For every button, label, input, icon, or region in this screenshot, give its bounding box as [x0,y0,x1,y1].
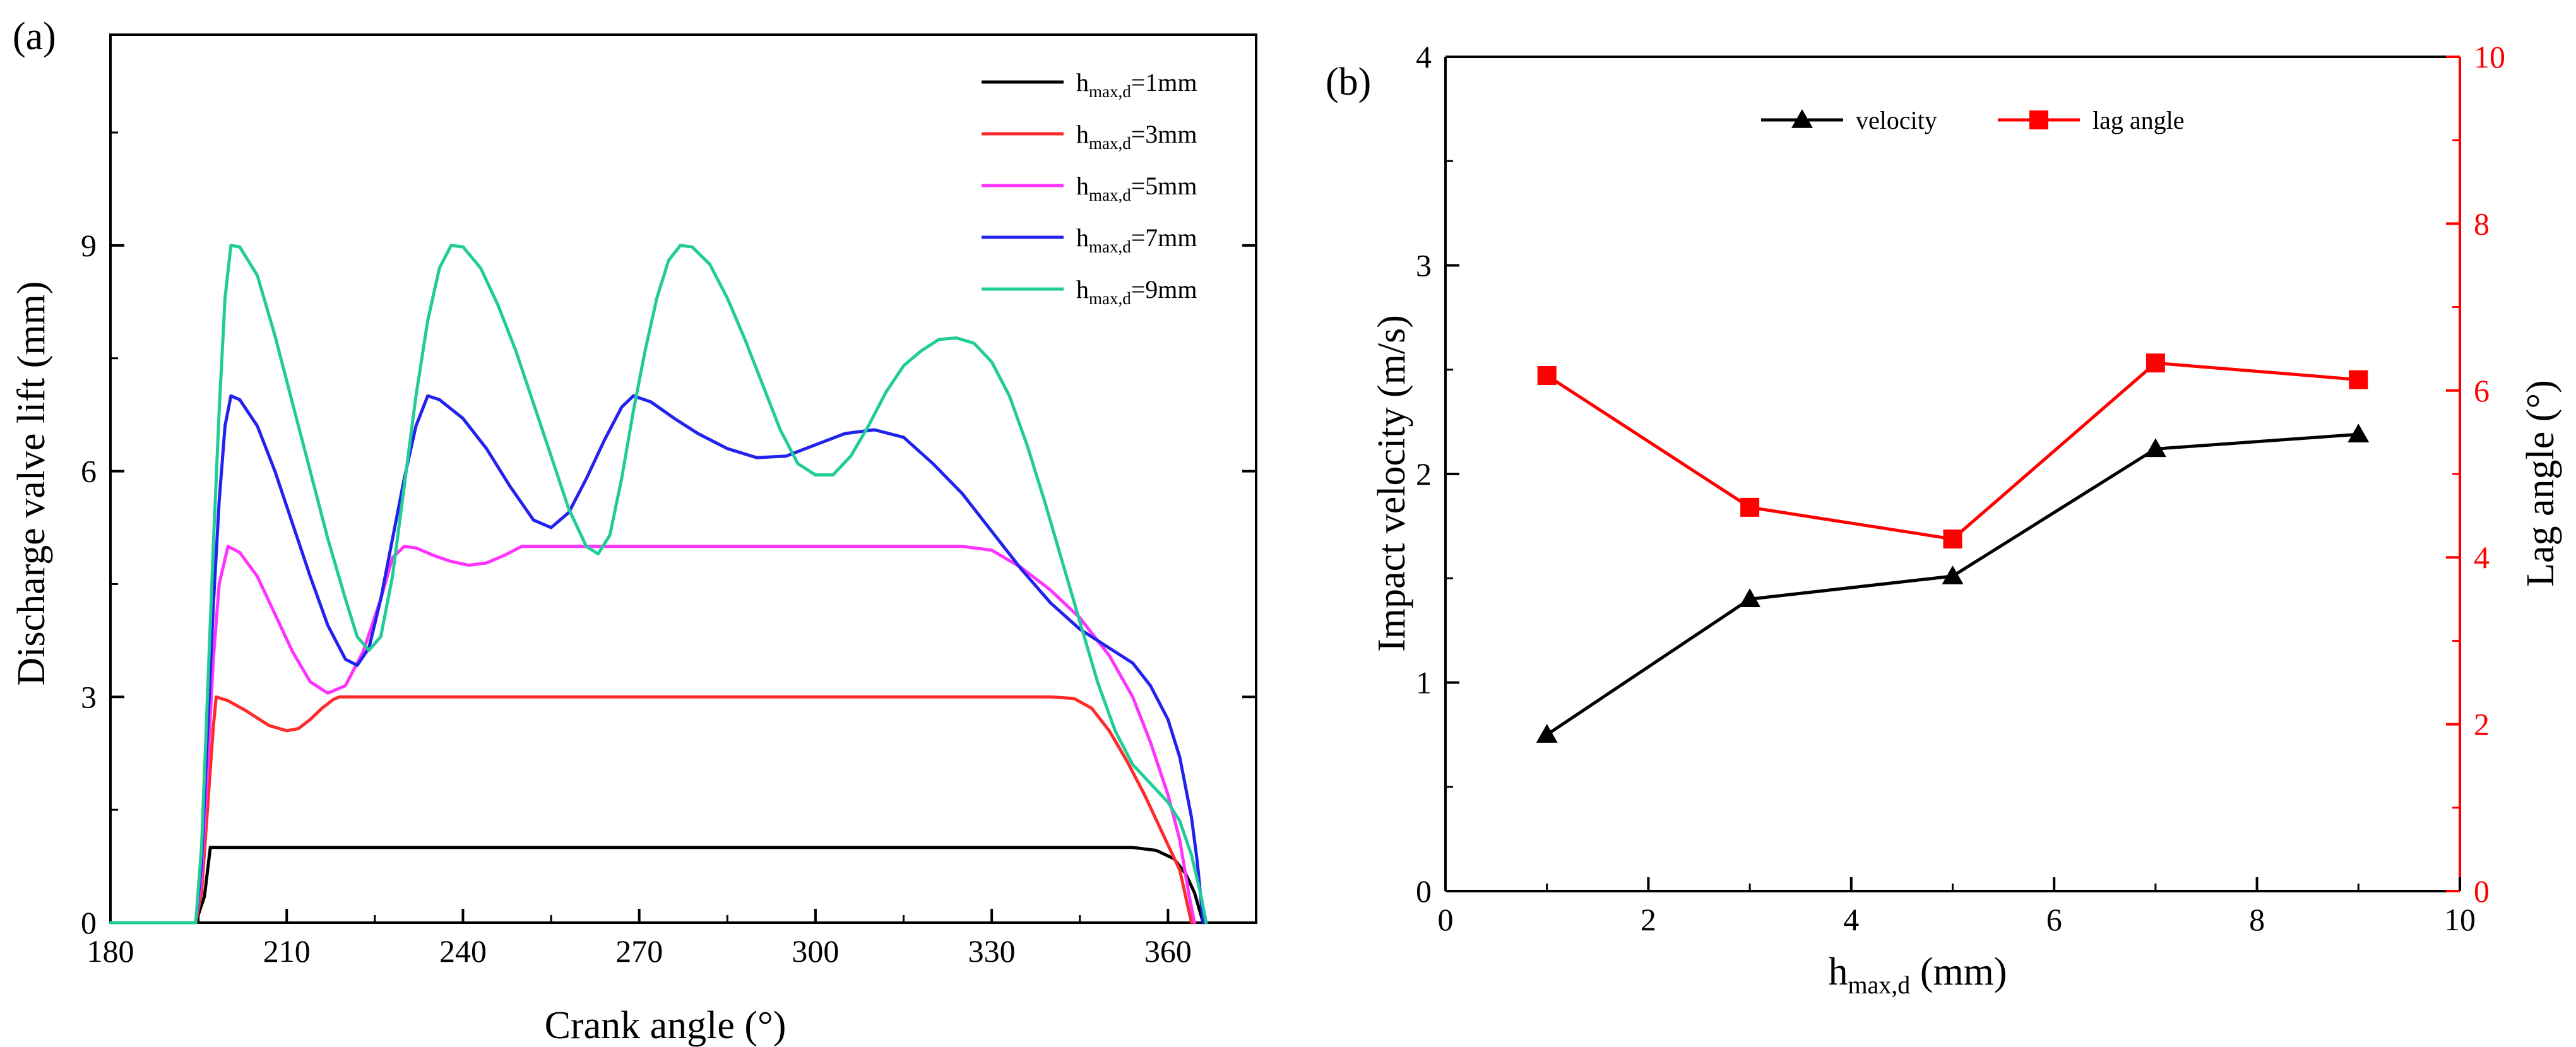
panel-a-x-axis-title: Crank angle (°) [545,1004,786,1047]
panel-b-y2-tick-label: 10 [2474,39,2505,74]
panel-a-frame [109,33,1257,924]
panel-b-x-tick-label: 6 [2046,902,2062,937]
panel-b-y2-tick-label: 8 [2474,206,2490,241]
panel-b-y-tick-label: 4 [1416,39,1432,74]
panel-b-legend-velocity-label: velocity [1856,106,1937,134]
panel-a-plot-area: 180 210 240 270 300 330 3600369hmax,d=1mmhmax,… [81,33,1257,969]
panel-a-lift-chart: (a) 180 210 240 270 300 330 3600369hmax,d=1mmh… [10,15,1257,1047]
panel-a-label: (a) [13,15,56,58]
panel-b-x-tick-label: 10 [2444,902,2476,937]
panel-b-y-axis-title: Impact velocity (m/s) [1370,315,1413,652]
panel-a-x-tick-label: 240 [439,933,487,969]
x-axis-title-sub: max,d [1848,971,1910,999]
panel-b-x-tick-label: 8 [2249,902,2265,937]
panel-b-velocity-marker [1942,565,1964,584]
panel-b-lag-angle-marker [2349,370,2368,389]
panel-b-lag-angle-marker [1943,529,1962,549]
panel-a-y-tick-label: 6 [81,454,97,489]
legend-label-tail: =7mm [1131,223,1197,252]
panel-b-legend-velocity-marker [1791,109,1813,128]
panel-a-x-tick-label: 360 [1144,933,1192,969]
panel-a-y-axis-title: Discharge valve lift (mm) [10,281,53,685]
legend-label-tail: =1mm [1131,68,1197,97]
legend-label-main: h [1076,68,1089,97]
panel-b-x-axis-title: hmax,d (mm) [1828,950,2007,999]
panel-b-lag-angle-marker [2146,353,2165,373]
panel-b-legend-lag-marker [2029,110,2048,129]
panel-a-y-tick-label: 3 [81,679,97,714]
legend-label-tail: =9mm [1131,275,1197,304]
panel-a-x-tick-label: 330 [968,933,1016,969]
panel-b-y-tick-label: 2 [1416,456,1432,492]
panel-b-legend-lag-label: lag angle [2092,106,2185,134]
panel-a-series-line [109,695,1194,925]
legend-label-sub: max,d [1089,82,1131,101]
panel-a-series-line [109,244,1208,925]
panel-a-legend-label: hmax,d=9mm [1076,275,1197,308]
panel-b-y2-tick-label: 0 [2474,873,2490,909]
panel-a-legend-label: hmax,d=5mm [1076,172,1197,204]
x-axis-title-main: h [1828,950,1848,993]
panel-a-x-tick-label: 270 [615,933,663,969]
panel-b-velocity-marker [2144,438,2166,458]
panel-b-velocity-marker [2347,423,2370,442]
panel-b-x-tick-label: 2 [1641,902,1656,937]
panel-a-series-line [109,545,1196,925]
legend-label-main: h [1076,223,1089,252]
legend-label-sub: max,d [1089,289,1131,308]
panel-b-velocity-marker [1739,588,1761,608]
panel-a-y-tick-label: 0 [81,905,97,940]
panel-b-y-tick-label: 0 [1416,873,1432,909]
legend-label-main: h [1076,275,1089,304]
legend-label-sub: max,d [1089,186,1131,204]
legend-label-sub: max,d [1089,237,1131,256]
panel-a-legend-label: hmax,d=1mm [1076,68,1197,101]
panel-b-velocity-marker [1536,724,1558,743]
panel-b-y2-tick-label: 4 [2474,540,2490,575]
panel-b-x-tick-label: 0 [1438,902,1454,937]
panel-b-y2-tick-label: 6 [2474,373,2490,408]
panel-a-series-line [109,394,1205,925]
legend-label-tail: =3mm [1131,120,1197,148]
panel-b-y2-tick-label: 2 [2474,707,2490,742]
panel-b-y-tick-label: 3 [1416,248,1432,283]
panel-b-y-tick-label: 1 [1416,665,1432,701]
panel-a-x-tick-label: 300 [792,933,839,969]
panel-b-lag-angle-marker [1537,366,1557,386]
panel-a-legend-label: hmax,d=7mm [1076,223,1197,256]
x-axis-title-tail: (mm) [1910,950,2007,993]
panel-a-series-line [109,846,1205,925]
panel-b-y2-axis-title: Lag angle (°) [2519,380,2562,587]
panel-b-x-tick-label: 4 [1843,902,1859,937]
legend-label-main: h [1076,172,1089,200]
panel-b-label: (b) [1326,61,1371,104]
panel-b-lag-angle-marker [1740,497,1760,517]
panel-a-y-tick-label: 9 [81,228,97,263]
legend-label-main: h [1076,120,1089,148]
panel-a-legend-label: hmax,d=3mm [1076,120,1197,153]
panel-a-x-tick-label: 180 [87,933,134,969]
panel-a-x-tick-label: 210 [263,933,311,969]
legend-label-tail: =5mm [1131,172,1197,200]
legend-label-sub: max,d [1089,134,1131,153]
